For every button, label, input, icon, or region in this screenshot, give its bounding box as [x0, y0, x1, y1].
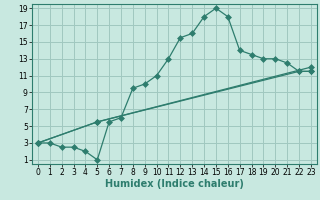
X-axis label: Humidex (Indice chaleur): Humidex (Indice chaleur) — [105, 179, 244, 189]
